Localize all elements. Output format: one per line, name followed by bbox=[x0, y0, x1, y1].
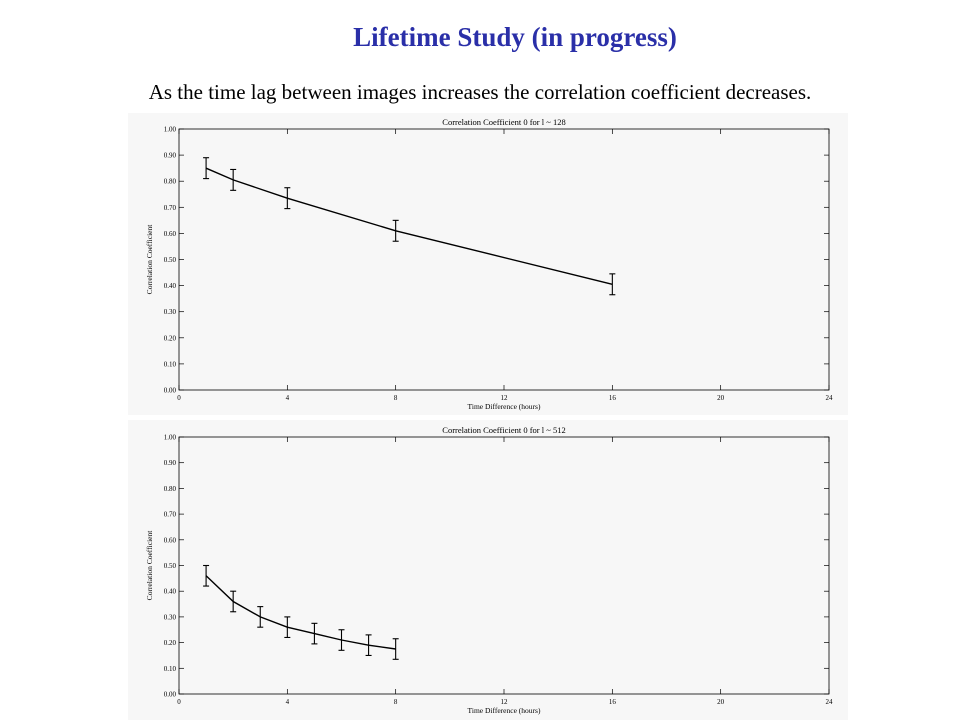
x-tick-label: 24 bbox=[826, 698, 834, 706]
y-tick-label: 0.60 bbox=[164, 536, 177, 544]
error-bar bbox=[203, 157, 210, 180]
error-bar bbox=[392, 638, 399, 660]
chart-l512: 0.00 0.10 0.20 0.30 0.40 0.50 0.60 0.70 0.80 0.90… bbox=[128, 420, 848, 720]
x-tick-label: 8 bbox=[394, 394, 398, 402]
chart-title: Correlation Coefficient 0 for l ~ 512 bbox=[442, 425, 565, 435]
y-tick-label: 0.20 bbox=[164, 639, 177, 647]
y-tick-label: 0.00 bbox=[164, 691, 177, 699]
error-bar bbox=[230, 168, 237, 191]
y-axis-label: Correlation Coefficient bbox=[145, 224, 154, 295]
x-tick-label: 4 bbox=[286, 698, 290, 706]
y-tick-label: 0.30 bbox=[164, 308, 177, 316]
error-bar bbox=[284, 187, 291, 210]
y-tick-label: 0.70 bbox=[164, 511, 177, 519]
x-tick-label: 0 bbox=[177, 698, 181, 706]
series-line bbox=[205, 575, 396, 650]
x-tick-label: 20 bbox=[717, 698, 725, 706]
y-tick-label: 0.50 bbox=[164, 562, 177, 570]
x-tick-label: 0 bbox=[177, 394, 181, 402]
error-bar bbox=[365, 634, 372, 656]
y-tick-label: 0.90 bbox=[164, 459, 177, 467]
x-tick-label: 20 bbox=[717, 394, 725, 402]
error-bar bbox=[284, 616, 291, 639]
y-tick-label: 1.00 bbox=[164, 434, 177, 442]
y-tick-label: 0.40 bbox=[164, 588, 177, 596]
y-tick-label: 0.70 bbox=[164, 204, 177, 212]
y-tick-label: 0.00 bbox=[164, 387, 177, 395]
x-tick-label: 4 bbox=[286, 394, 290, 402]
y-tick-label: 0.40 bbox=[164, 282, 177, 290]
y-tick-label: 0.80 bbox=[164, 178, 177, 186]
error-bar bbox=[609, 273, 616, 296]
y-tick-label: 0.60 bbox=[164, 230, 177, 238]
chart-title: Correlation Coefficient 0 for l ~ 128 bbox=[442, 117, 565, 127]
x-tick-label: 16 bbox=[609, 394, 617, 402]
y-tick-label: 0.20 bbox=[164, 334, 177, 342]
x-tick-label: 8 bbox=[394, 698, 398, 706]
y-tick-label: 0.30 bbox=[164, 613, 177, 621]
error-bar bbox=[338, 629, 345, 651]
plot-frame bbox=[178, 436, 830, 695]
plot-frame bbox=[178, 128, 830, 391]
error-bar bbox=[392, 219, 399, 242]
x-tick-label: 24 bbox=[826, 394, 834, 402]
y-tick-label: 0.90 bbox=[164, 152, 177, 160]
y-axis-label: Correlation Coefficient bbox=[145, 530, 154, 601]
error-bar bbox=[311, 622, 318, 645]
slide-title: Lifetime Study (in progress) bbox=[353, 22, 677, 52]
x-axis-label: Time Difference (hours) bbox=[468, 402, 541, 411]
y-tick-label: 0.10 bbox=[164, 665, 177, 673]
x-tick-label: 16 bbox=[609, 698, 617, 706]
x-tick-label: 12 bbox=[501, 698, 509, 706]
error-bar bbox=[230, 590, 237, 613]
x-axis-label: Time Difference (hours) bbox=[468, 706, 541, 715]
error-bar bbox=[257, 606, 264, 628]
y-tick-label: 0.10 bbox=[164, 360, 177, 368]
series-line bbox=[205, 167, 613, 285]
slide-subtitle: As the time lag between images increases… bbox=[148, 80, 812, 104]
y-tick-label: 0.50 bbox=[164, 256, 177, 264]
x-tick-label: 12 bbox=[501, 394, 509, 402]
y-tick-label: 1.00 bbox=[164, 126, 177, 134]
y-tick-label: 0.80 bbox=[164, 485, 177, 493]
chart-l128: 0.00 0.10 0.20 0.30 0.40 0.50 0.60 0.70 0.80 0.90… bbox=[128, 113, 848, 415]
error-bar bbox=[203, 564, 210, 587]
